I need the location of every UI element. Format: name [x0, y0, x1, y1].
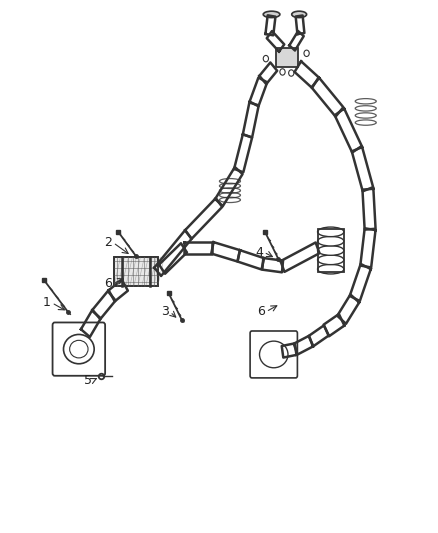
FancyBboxPatch shape	[53, 322, 105, 376]
Ellipse shape	[259, 341, 288, 368]
Ellipse shape	[292, 11, 307, 18]
Text: 5: 5	[84, 374, 92, 386]
Text: 3: 3	[161, 305, 169, 318]
Polygon shape	[114, 257, 158, 287]
Ellipse shape	[70, 341, 88, 358]
Polygon shape	[276, 48, 298, 67]
Ellipse shape	[318, 246, 344, 255]
Text: 2: 2	[104, 236, 112, 249]
Text: 1: 1	[42, 296, 50, 309]
Ellipse shape	[318, 227, 344, 237]
Text: 6: 6	[257, 305, 265, 318]
Text: 6: 6	[104, 277, 112, 290]
Ellipse shape	[318, 255, 344, 265]
Text: 4: 4	[255, 246, 263, 259]
Ellipse shape	[318, 237, 344, 246]
Ellipse shape	[263, 11, 280, 18]
Ellipse shape	[318, 264, 344, 274]
Ellipse shape	[64, 335, 94, 364]
FancyBboxPatch shape	[250, 331, 297, 378]
